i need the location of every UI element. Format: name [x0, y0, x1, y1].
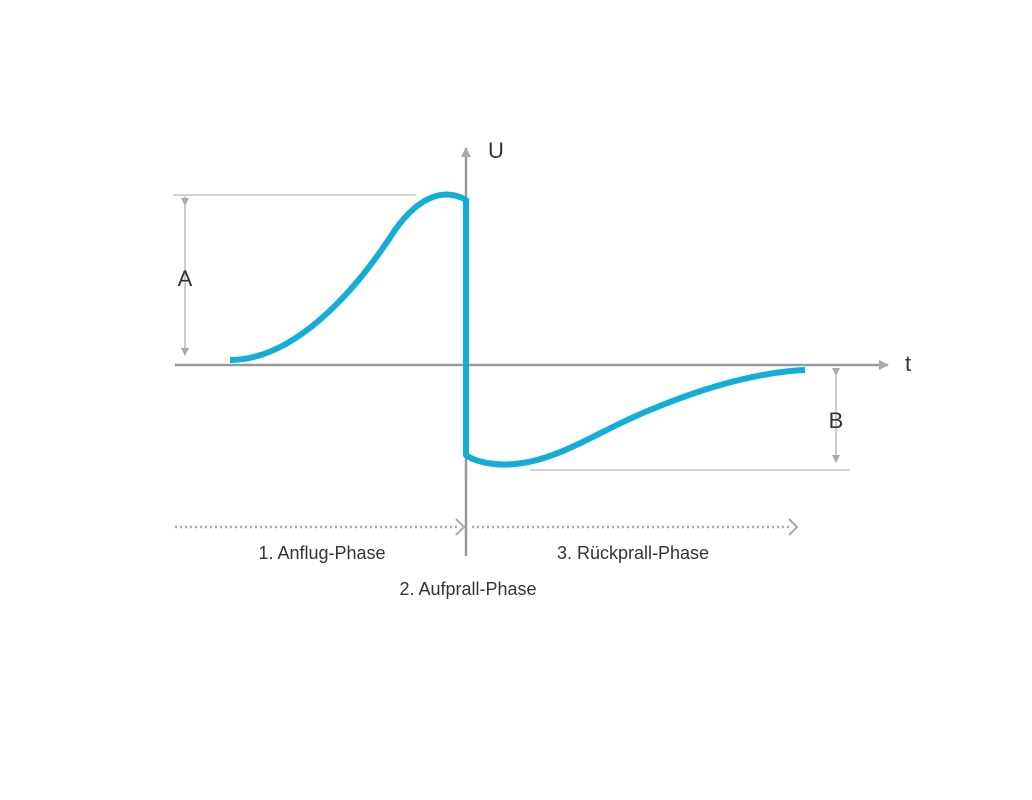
dimension-label: A — [178, 266, 193, 291]
y-axis-label: U — [488, 138, 504, 163]
phase-arrow-head — [455, 518, 466, 536]
phase-arrow-head — [788, 518, 799, 536]
signal-curve — [229, 191, 806, 468]
dimension-label: B — [829, 408, 844, 433]
phase-label: 3. Rückprall-Phase — [557, 543, 709, 563]
x-axis-label: t — [905, 351, 911, 376]
phase-label: 2. Aufprall-Phase — [399, 579, 536, 599]
phase-label: 1. Anflug-Phase — [258, 543, 385, 563]
